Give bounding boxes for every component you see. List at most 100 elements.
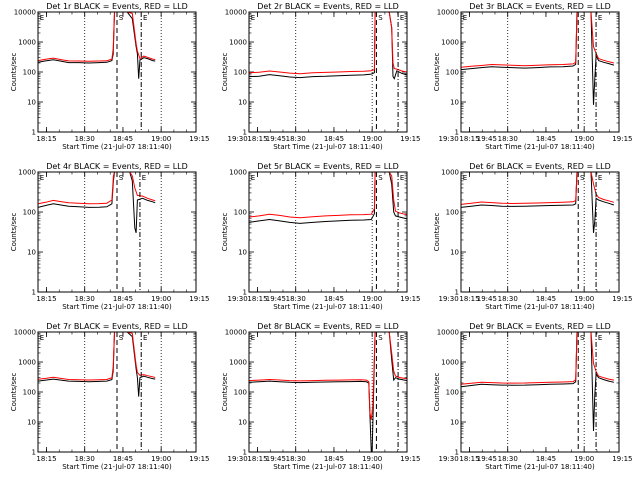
y-tick-label: 10000: [14, 329, 36, 337]
plot-frame: [248, 171, 408, 293]
edge-marker-label: E: [40, 14, 44, 22]
x-tick-label: 19:30: [228, 295, 248, 303]
end-marker-label: E: [142, 174, 146, 182]
x-tick-label: 18:30: [286, 455, 306, 463]
x-tick-label: 19:00: [362, 455, 382, 463]
series-events: [249, 12, 407, 80]
start-marker-label: S: [378, 174, 383, 182]
plot-frame: [460, 11, 620, 133]
y-tick-label: 10000: [437, 329, 459, 337]
end-marker-label: E: [143, 334, 147, 342]
x-axis-label: Start Time (21-Jul-07 18:11:40): [273, 463, 383, 471]
y-tick-label: 1: [455, 449, 459, 457]
y-tick-label: 100: [23, 389, 36, 397]
y-tick-label: 1: [243, 449, 247, 457]
x-tick-label: 19:30: [228, 455, 248, 463]
y-tick-label: 1: [32, 449, 36, 457]
y-tick-label: 10: [450, 419, 459, 427]
end-marker-label: E: [598, 174, 602, 182]
x-tick-label: 18:45: [536, 455, 556, 463]
plot-panel-5: Det 5r BLACK = Events, RED = LLD 1 10 100 10…: [221, 162, 497, 311]
x-tick-label: 19:00: [151, 455, 171, 463]
series-events: [38, 332, 156, 397]
series-events: [38, 172, 156, 234]
end-marker-label: E: [598, 14, 602, 22]
series-lld: [249, 332, 407, 420]
x-tick-label: 18:30: [498, 135, 518, 143]
series-events: [38, 12, 156, 79]
y-tick-label: 10: [27, 99, 36, 107]
x-tick-label: 18:15: [247, 295, 267, 303]
y-tick-label: 100: [234, 69, 247, 77]
y-tick-label: 100: [23, 69, 36, 77]
series-lld: [461, 12, 615, 68]
x-axis-label: Start Time (21-Jul-07 18:11:40): [485, 303, 595, 311]
series-lld: [38, 12, 156, 62]
plot-frame: [248, 11, 408, 133]
y-axis-label: Counts/sec: [10, 213, 18, 252]
x-tick-label: 19:45: [477, 455, 497, 463]
plot-frame: [37, 11, 197, 133]
x-tick-label: 19:15: [612, 295, 632, 303]
panel-title: Det 7r BLACK = Events, RED = LLD: [46, 322, 188, 331]
start-marker-label: S: [580, 14, 585, 22]
y-tick-label: 100: [446, 389, 459, 397]
x-tick-label: 18:15: [36, 135, 56, 143]
start-marker-label: S: [580, 334, 585, 342]
start-marker-label: S: [119, 334, 124, 342]
plot-panel-7: Det 7r BLACK = Events, RED = LLD 1 10 100 10…: [10, 322, 286, 471]
y-tick-label: 10: [450, 249, 459, 257]
plot-frame: [460, 331, 620, 453]
x-tick-label: 18:45: [113, 135, 133, 143]
y-tick-label: 10000: [437, 9, 459, 17]
x-tick-label: 18:45: [536, 135, 556, 143]
panel-title: Det 4r BLACK = Events, RED = LLD: [46, 162, 188, 171]
x-tick-label: 18:30: [75, 135, 95, 143]
y-tick-label: 1: [243, 289, 247, 297]
edge-marker-label: E: [40, 334, 44, 342]
plot-panel-3: Det 3r BLACK = Events, RED = LLD 1 10 100 10…: [433, 2, 632, 151]
y-tick-label: 10: [27, 419, 36, 427]
x-tick-label: 19:45: [477, 135, 497, 143]
x-tick-label: 19:45: [266, 455, 286, 463]
edge-marker-label: E: [463, 174, 467, 182]
y-tick-label: 100: [234, 389, 247, 397]
y-tick-label: 10: [238, 249, 247, 257]
y-tick-label: 1000: [441, 169, 459, 177]
edge-marker-label: E: [251, 14, 255, 22]
end-marker-label: E: [143, 14, 147, 22]
y-tick-label: 10000: [225, 9, 247, 17]
end-marker-label: E: [598, 334, 602, 342]
plot-panel-4: Det 4r BLACK = Events, RED = LLD 1 10 100 10…: [10, 162, 286, 311]
x-tick-label: 18:15: [459, 295, 479, 303]
x-tick-label: 19:15: [400, 135, 420, 143]
y-tick-label: 1000: [441, 359, 459, 367]
series-lld: [461, 332, 614, 385]
x-tick-label: 19:15: [189, 295, 209, 303]
plot-frame: [460, 171, 620, 293]
y-tick-label: 1000: [18, 39, 36, 47]
x-tick-label: 18:15: [247, 455, 267, 463]
x-tick-label: 18:15: [247, 135, 267, 143]
series-events: [461, 12, 615, 105]
series-lld: [249, 172, 407, 219]
y-tick-label: 1000: [441, 39, 459, 47]
end-marker-label: E: [400, 334, 404, 342]
panel-title: Det 2r BLACK = Events, RED = LLD: [257, 2, 399, 11]
x-tick-label: 18:30: [286, 295, 306, 303]
y-tick-label: 100: [234, 209, 247, 217]
plot-panel-8: Det 8r BLACK = Events, RED = LLD 1 10 100 10…: [221, 322, 497, 471]
y-tick-label: 1: [455, 129, 459, 137]
y-axis-label: Counts/sec: [221, 373, 229, 412]
x-tick-label: 19:00: [362, 295, 382, 303]
x-tick-label: 19:45: [477, 295, 497, 303]
x-tick-label: 18:45: [324, 135, 344, 143]
plot-panel-6: Det 6r BLACK = Events, RED = LLD 1 10 100 10…: [433, 162, 632, 311]
x-tick-label: 19:45: [266, 295, 286, 303]
start-marker-label: S: [378, 334, 383, 342]
y-axis-label: Counts/sec: [433, 213, 441, 252]
x-axis-label: Start Time (21-Jul-07 18:11:40): [62, 143, 172, 151]
x-axis-label: Start Time (21-Jul-07 18:11:40): [485, 463, 595, 471]
x-tick-label: 18:15: [459, 455, 479, 463]
